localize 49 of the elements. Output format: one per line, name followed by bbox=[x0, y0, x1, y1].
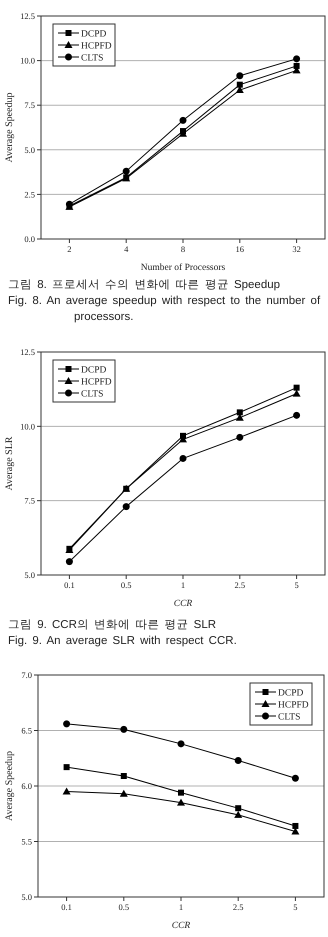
y-tick-label: 10.0 bbox=[20, 56, 35, 66]
y-tick-label: 5.0 bbox=[24, 570, 35, 580]
y-tick-label: 7.5 bbox=[24, 100, 35, 110]
y-tick-label: 0.0 bbox=[24, 234, 35, 244]
y-tick-label: 7.0 bbox=[21, 670, 32, 680]
caption: Fig. 9. An average SLR with respect CCR. bbox=[7, 634, 238, 649]
y-tick-label: 6.0 bbox=[21, 781, 32, 791]
y-tick-label: 12.5 bbox=[20, 347, 35, 357]
x-tick-label: 5 bbox=[294, 580, 299, 590]
x-tick-label: 0.5 bbox=[118, 902, 130, 912]
x-tick-label: 1 bbox=[178, 902, 184, 912]
legend-label: DCPD bbox=[81, 30, 106, 40]
y-axis-title: Average Speedup bbox=[4, 92, 15, 163]
legend-label: CLTS bbox=[81, 390, 104, 400]
y-tick-label: 5.0 bbox=[24, 144, 35, 155]
x-tick-label: 0.1 bbox=[61, 902, 72, 912]
y-tick-label: 12.5 bbox=[20, 11, 35, 21]
x-tick-label: 1 bbox=[180, 580, 186, 590]
legend-label: CLTS bbox=[278, 712, 300, 722]
x-tick-label: 0.5 bbox=[120, 580, 132, 590]
x-axis-title: CCR bbox=[172, 921, 190, 931]
caption: 그림 9. CCR의 변화에 따른 평균 SLR bbox=[7, 618, 218, 633]
x-tick-label: 2.5 bbox=[234, 580, 246, 590]
legend-label: HCPFD bbox=[81, 378, 112, 388]
x-tick-label: 0.1 bbox=[64, 580, 75, 590]
y-tick-label: 2.5 bbox=[24, 189, 35, 200]
y-tick-label: 5.5 bbox=[21, 836, 32, 846]
caption: Fig. 8. An average speedup with respect to the number of processors. bbox=[7, 294, 322, 325]
x-tick-label: 2 bbox=[67, 244, 72, 254]
y-axis-title: Average SLR bbox=[4, 436, 15, 490]
legend-label: HCPFD bbox=[81, 42, 112, 52]
y-tick-label: 6.5 bbox=[21, 726, 32, 736]
x-tick-label: 8 bbox=[180, 244, 186, 254]
x-tick-label: 16 bbox=[236, 244, 244, 254]
x-axis-title: CCR bbox=[174, 599, 192, 609]
x-axis-title: Number of Processors bbox=[140, 263, 226, 273]
x-tick-label: 4 bbox=[124, 244, 130, 254]
legend-label: DCPD bbox=[278, 688, 304, 698]
x-tick-label: 5 bbox=[293, 902, 298, 912]
legend-label: HCPFD bbox=[278, 700, 309, 710]
legend-label: CLTS bbox=[81, 54, 104, 64]
x-tick-label: 32 bbox=[292, 244, 301, 254]
y-tick-label: 10.0 bbox=[20, 421, 35, 432]
legend-label: DCPD bbox=[81, 366, 106, 376]
y-tick-label: 7.5 bbox=[24, 496, 35, 506]
y-tick-label: 5.0 bbox=[21, 892, 32, 902]
x-tick-label: 2.5 bbox=[232, 902, 244, 912]
caption: 그림 8. 프로세서 수의 변화에 따른 평균 Speedup bbox=[7, 278, 282, 293]
y-axis-title: Average Speedup bbox=[4, 750, 15, 822]
